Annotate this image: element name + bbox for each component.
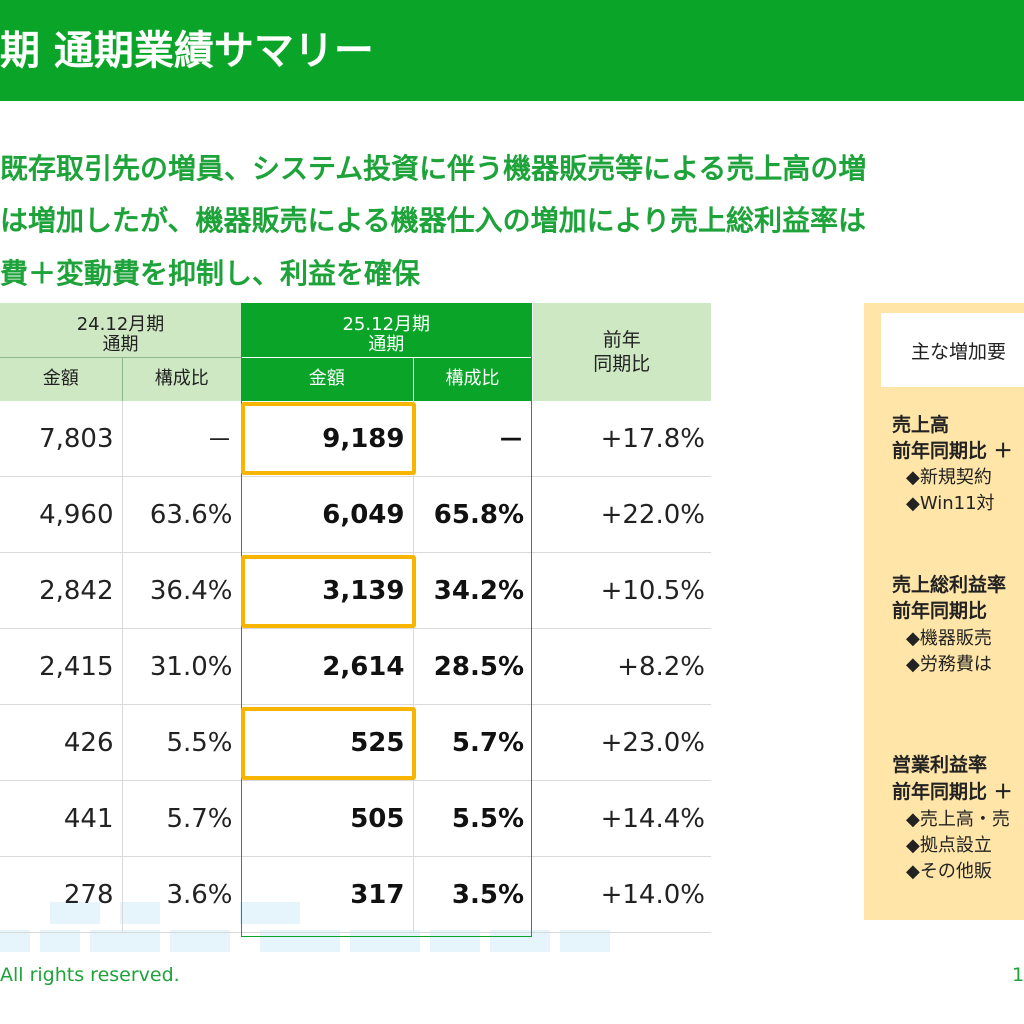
title-bar: 期 通期業績サマリー [0,0,1024,101]
prev-ratio: － [122,401,242,477]
side-panel-header-box: 主な増加要 [881,313,1024,387]
curr-amount: 2,614 [241,628,414,705]
side-section-item: ◆機器販売 [906,628,992,649]
prev-ratio: 63.6% [122,476,242,553]
yoy-value: +23.0% [532,704,711,781]
summary-table: 24.12月期 通期 25.12月期 通期 前年 同期比 金額 構成比 金額 構… [0,303,711,933]
bullet-line-1: 既存取引先の増員、システム投資に伴う機器販売等による売上高の増 [0,152,867,185]
curr-amount: 317 [241,856,414,933]
curr-ratio: 5.7% [413,704,532,781]
bullet-line-2: は増加したが、機器販売による機器仕入の増加により売上総利益率は [0,204,867,237]
side-section-sub: 前年同期比 ＋ [892,781,1013,803]
prev-amount-header: 金額 [0,357,123,401]
prev-amount: 2,415 [0,628,123,705]
curr-ratio: 34.2% [413,552,532,629]
prev-ratio: 5.5% [122,704,242,781]
prev-ratio: 31.0% [122,628,242,705]
curr-ratio-header: 構成比 [413,357,532,401]
yoy-value: +10.5% [532,552,711,629]
yoy-value: +22.0% [532,476,711,553]
curr-ratio: 3.5% [413,856,532,933]
table-row: 4,960 63.6% 6,049 65.8% +22.0% [0,476,711,553]
side-section-sub: 前年同期比 [892,600,988,622]
bullet-line-3: 費＋変動費を抑制し、利益を確保 [0,257,421,290]
curr-amount-header: 金額 [241,357,414,401]
curr-ratio: 5.5% [413,780,532,857]
yoy-value: +14.4% [532,780,711,857]
table-row: 278 3.6% 317 3.5% +14.0% [0,856,711,933]
curr-amount: 9,189 [241,401,414,477]
yoy-value: +8.2% [532,628,711,705]
prev-ratio: 5.7% [122,780,242,857]
prev-amount: 426 [0,704,123,781]
prev-amount: 4,960 [0,476,123,553]
curr-amount: 525 [241,704,414,781]
side-section-item: ◆労務費は [906,654,992,675]
side-section-sub: 前年同期比 ＋ [892,440,1013,462]
copyright-text: All rights reserved. [0,964,180,986]
prev-ratio-header: 構成比 [122,357,241,401]
yoy-header: 前年 同期比 [531,303,711,401]
table-row: 2,842 36.4% 3,139 34.2% +10.5% [0,552,711,629]
table-row: 426 5.5% 525 5.7% +23.0% [0,704,711,781]
curr-amount: 3,139 [241,552,414,629]
yoy-value: +14.0% [532,856,711,933]
yoy-label: 前年 同期比 [593,329,651,375]
table-row: 2,415 31.0% 2,614 28.5% +8.2% [0,628,711,705]
side-section-item: ◆その他販 [906,861,992,882]
side-section-item: ◆拠点設立 [906,835,992,856]
side-panel [864,303,1024,920]
side-section-title: 売上高 [892,414,950,436]
table-row: 7,803 － 9,189 － +17.8% [0,401,711,477]
curr-ratio: 65.8% [413,476,532,553]
curr-amount: 6,049 [241,476,414,553]
prev-period-header: 24.12月期 通期 [0,303,241,358]
side-section-title: 売上総利益率 [892,574,1007,596]
curr-ratio: 28.5% [413,628,532,705]
side-section-title: 営業利益率 [892,754,988,776]
prev-period-label: 24.12月期 通期 [76,313,165,355]
side-section-item: ◆売上高・売 [906,809,1010,830]
table-row: 441 5.7% 505 5.5% +14.4% [0,780,711,857]
prev-ratio: 36.4% [122,552,242,629]
prev-ratio: 3.6% [122,856,242,933]
side-section-item: ◆Win11対 [906,493,995,514]
curr-ratio: － [413,401,532,477]
prev-amount: 7,803 [0,401,123,477]
slide-title: 期 通期業績サマリー [0,28,374,74]
page-number: 1 [1012,964,1024,986]
prev-amount: 441 [0,780,123,857]
curr-period-label: 25.12月期 通期 [342,313,431,355]
side-panel-header: 主な増加要 [911,341,1007,363]
prev-amount: 278 [0,856,123,933]
prev-amount: 2,842 [0,552,123,629]
curr-period-header: 25.12月期 通期 [241,303,532,358]
yoy-value: +17.8% [532,401,711,477]
side-section-item: ◆新規契約 [906,467,992,488]
curr-amount: 505 [241,780,414,857]
